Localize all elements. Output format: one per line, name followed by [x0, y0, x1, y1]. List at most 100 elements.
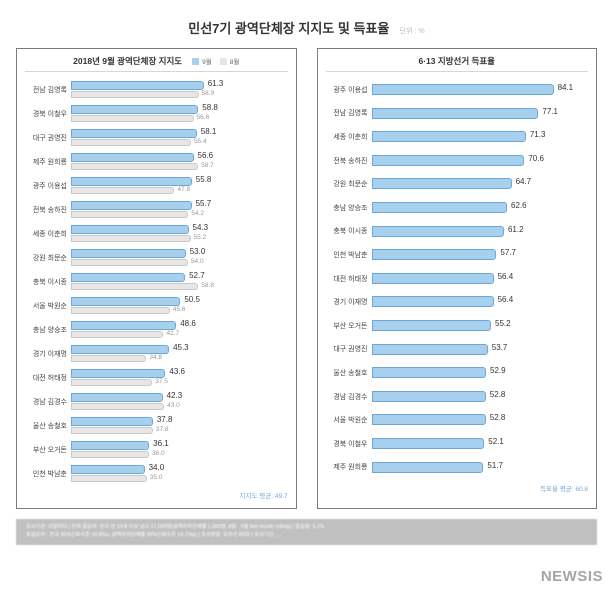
page: 민선7기 광역단체장 지지도 및 득표율 단위 : % 2018년 9월 광역단…	[0, 0, 613, 603]
value-primary: 34.0	[149, 463, 165, 472]
bar-area: 55.2	[372, 314, 589, 338]
bar	[372, 414, 486, 425]
value: 52.9	[490, 366, 506, 375]
bar-area: 52.1	[372, 432, 589, 456]
bar	[372, 249, 497, 260]
value-primary: 36.1	[153, 439, 169, 448]
bar	[372, 273, 494, 284]
value-primary: 54.3	[193, 223, 209, 232]
row-label: 전북 송하진	[25, 198, 71, 222]
value-secondary: 54.2	[191, 210, 204, 217]
row-label: 강원 최문순	[25, 246, 71, 270]
bar-secondary	[71, 475, 147, 482]
bar-primary	[71, 153, 194, 162]
value-primary: 45.3	[173, 343, 189, 352]
bar-area: 64.7	[372, 172, 589, 196]
chart-approval-header: 2018년 9월 광역단체장 지지도 9월 8월	[25, 55, 288, 72]
bar-area: 57.7	[372, 243, 589, 267]
bar-primary	[71, 105, 198, 114]
value-secondary: 45.6	[173, 306, 186, 313]
row-label: 울산 송철호	[25, 414, 71, 438]
row-label: 전북 송하진	[326, 156, 372, 166]
value-secondary: 55.4	[194, 138, 207, 145]
bar-row: 충북 이시종52.758.8	[25, 270, 288, 294]
value-secondary: 58.9	[202, 90, 215, 97]
bar-area: 52.9	[372, 361, 589, 385]
footer-line: 표집오차 : 전국 95%신뢰수준 ±0.8%p, 광역자치단체별 95%신뢰수…	[26, 532, 587, 540]
bar-row: 서울 박원순50.545.6	[25, 294, 288, 318]
bar-secondary	[71, 331, 163, 338]
bar-row: 강원 최문순64.7	[326, 172, 589, 196]
value: 51.7	[487, 461, 503, 470]
bar-primary	[71, 225, 189, 234]
chart-vote-title: 6·13 지방선거 득표율	[419, 55, 495, 67]
row-label: 전남 김영록	[326, 108, 372, 118]
bar-primary	[71, 393, 163, 402]
row-label: 경북 이철우	[25, 102, 71, 126]
bar	[372, 202, 508, 213]
value-secondary: 35.0	[150, 474, 163, 481]
bar-row: 경기 이재명45.334.8	[25, 342, 288, 366]
page-title: 민선7기 광역단체장 지지도 및 득표율	[188, 18, 389, 37]
chart-vote-avg: 득표율 평균: 60.8	[326, 483, 589, 493]
chart-approval-title: 2018년 9월 광역단체장 지지도	[73, 55, 182, 67]
chart-vote-header: 6·13 지방선거 득표율	[326, 55, 589, 72]
bar-area: 42.343.0	[71, 390, 288, 414]
value-secondary: 54.0	[191, 258, 204, 265]
bar-area: 84.1	[372, 78, 589, 102]
row-label: 부산 오거돈	[326, 321, 372, 331]
chart-approval-rows: 전남 김영록61.358.9경북 이철우58.856.6대구 권영진58.155…	[25, 78, 288, 486]
row-label: 광주 이용섭	[25, 174, 71, 198]
watermark: NEWSIS	[541, 568, 603, 585]
bar-secondary	[71, 427, 153, 434]
value-primary: 55.8	[196, 175, 212, 184]
row-label: 대구 권영진	[326, 344, 372, 354]
value: 77.1	[542, 107, 558, 116]
bar	[372, 344, 488, 355]
bar-area: 71.3	[372, 125, 589, 149]
row-label: 대전 허태정	[25, 366, 71, 390]
bar-area: 56.658.7	[71, 150, 288, 174]
bar-primary	[71, 273, 185, 282]
legend-item-sep: 9월	[192, 56, 212, 66]
bar-row: 제주 원희룡56.658.7	[25, 150, 288, 174]
value-primary: 52.7	[189, 271, 205, 280]
bar-area: 56.4	[372, 267, 589, 291]
row-label: 경기 이재명	[25, 342, 71, 366]
bar-area: 52.8	[372, 385, 589, 409]
bar	[372, 155, 525, 166]
bar-secondary	[71, 355, 146, 362]
chart-vote: 6·13 지방선거 득표율 광주 이용섭84.1전남 김영록77.1세종 이춘희…	[317, 48, 598, 509]
bar-area: 37.837.8	[71, 414, 288, 438]
row-label: 경남 김경수	[326, 392, 372, 402]
legend-item-aug: 8월	[220, 56, 240, 66]
bar-row: 전남 김영록 77.1	[326, 102, 589, 126]
bar-row: 제주 원희룡51.7	[326, 456, 589, 480]
row-label: 충남 양승조	[25, 318, 71, 342]
value: 71.3	[530, 130, 546, 139]
value: 61.2	[508, 225, 524, 234]
bar	[372, 131, 526, 142]
bar-row: 대전 허태정 56.4	[326, 267, 589, 291]
chart-vote-rows: 광주 이용섭84.1전남 김영록77.1세종 이춘희71.3전북 송하진70.6…	[326, 78, 589, 479]
bar-area: 70.6	[372, 149, 589, 173]
bar-area: 53.054.0	[71, 246, 288, 270]
value-secondary: 37.8	[156, 426, 169, 433]
bar-primary	[71, 297, 180, 306]
bar-area: 53.7	[372, 338, 589, 362]
row-label: 충북 이시종	[326, 226, 372, 236]
unit-label: 단위 : %	[400, 28, 425, 35]
value: 64.7	[516, 177, 532, 186]
value: 84.1	[558, 83, 574, 92]
value: 56.4	[498, 272, 514, 281]
row-label: 충북 이시종	[25, 270, 71, 294]
value-primary: 56.6	[198, 151, 214, 160]
row-label: 대전 허태정	[326, 274, 372, 284]
value: 55.2	[495, 319, 511, 328]
value-primary: 58.1	[201, 127, 217, 136]
row-label: 세종 이춘희	[25, 222, 71, 246]
value: 56.4	[498, 295, 514, 304]
bar-area: 52.758.8	[71, 270, 288, 294]
bar-row: 세종 이춘희54.355.2	[25, 222, 288, 246]
bar-row: 경기 이재명56.4	[326, 290, 589, 314]
